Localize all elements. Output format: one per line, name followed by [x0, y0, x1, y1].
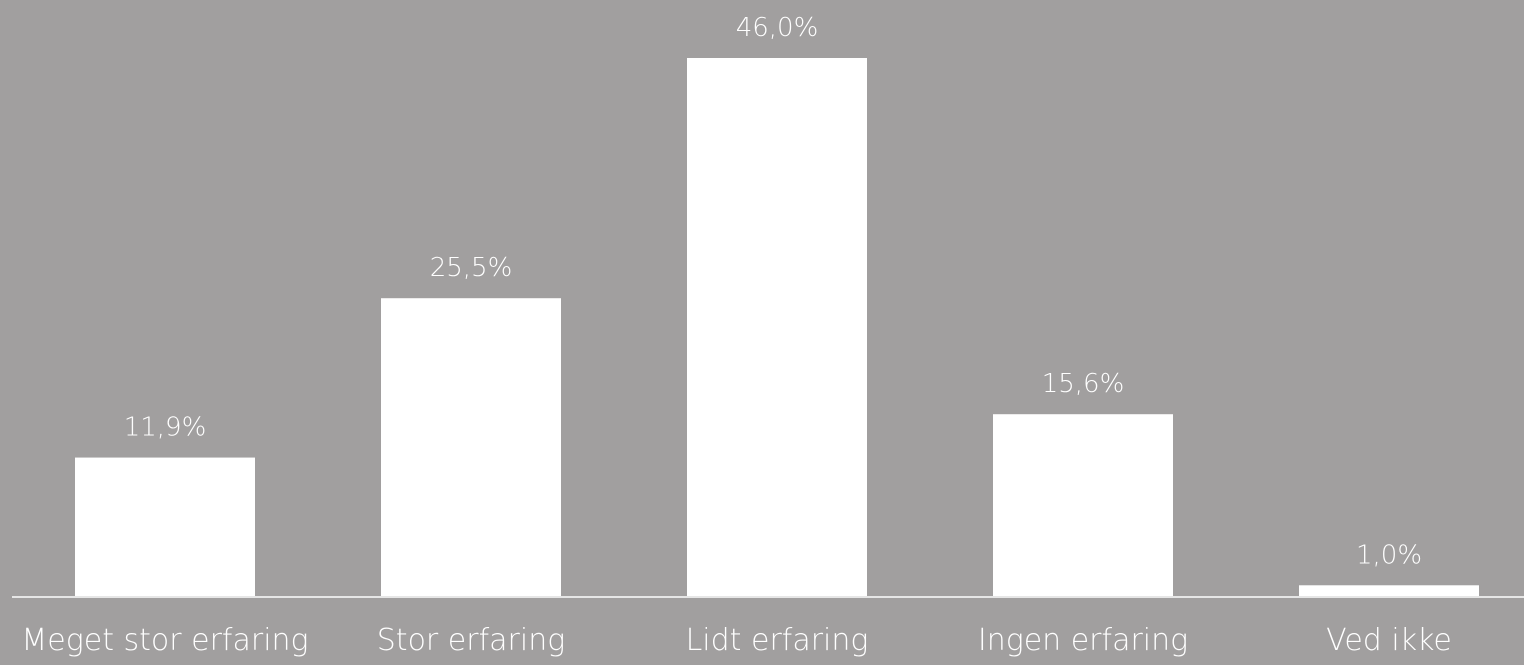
data-label-2: 25,5% [430, 253, 513, 283]
bar-2 [381, 298, 561, 597]
data-labels-group: 11,9% 25,5% 46,0% 15,6% 1,0% [124, 13, 1422, 570]
bars-group [75, 58, 1479, 597]
bar-1 [75, 457, 255, 597]
bar-4 [993, 414, 1173, 597]
category-label-4: Ingen erfaring [978, 623, 1188, 658]
category-label-3: Lidt erfaring [686, 623, 869, 658]
category-label-5: Ved ikke [1326, 623, 1452, 658]
data-label-5: 1,0% [1356, 540, 1422, 570]
data-label-3: 46,0% [736, 13, 819, 43]
category-label-2: Stor erfaring [377, 623, 565, 658]
data-label-1: 11,9% [124, 413, 207, 443]
bar-3 [687, 58, 867, 597]
category-label-1: Meget stor erfaring [21, 623, 308, 658]
bar-5 [1299, 585, 1479, 597]
category-labels-group: Meget stor erfaring Stor erfaring Lidt erf… [21, 623, 1451, 658]
data-label-4: 15,6% [1042, 369, 1125, 399]
